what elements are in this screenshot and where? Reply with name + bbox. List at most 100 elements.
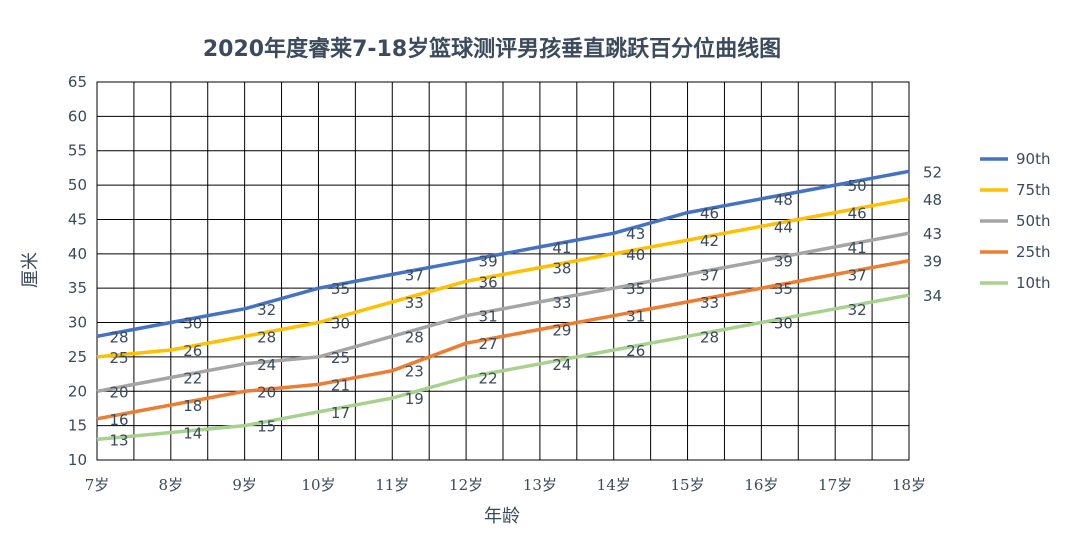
x-tick-label: 11岁 — [375, 476, 409, 494]
y-tick-label: 25 — [68, 348, 87, 366]
data-label: 31 — [479, 308, 498, 326]
data-label: 25 — [331, 349, 350, 367]
data-label: 23 — [405, 363, 424, 381]
data-label: 22 — [183, 370, 202, 388]
data-label: 43 — [626, 225, 645, 243]
legend: 90th 75th 50th 25th 10th — [980, 150, 1050, 292]
data-label: 33 — [552, 294, 571, 312]
y-tick-label: 15 — [68, 417, 87, 435]
data-label: 37 — [848, 266, 867, 284]
legend-label: 90th — [1016, 150, 1050, 168]
data-label: 38 — [552, 260, 571, 278]
data-label: 30 — [183, 315, 202, 333]
data-label: 31 — [626, 308, 645, 326]
series-line-25th — [96, 258, 910, 421]
data-label: 14 — [183, 425, 202, 443]
data-label: 30 — [774, 315, 793, 333]
data-label: 30 — [331, 315, 350, 333]
series-lines — [96, 169, 910, 442]
end-data-label: 39 — [923, 253, 942, 271]
data-label: 18 — [183, 397, 202, 415]
x-axis-title: 年龄 — [484, 506, 520, 527]
x-tick-label: 16岁 — [744, 476, 778, 494]
data-label: 17 — [331, 404, 350, 422]
data-label: 50 — [848, 177, 867, 195]
y-tick-label: 20 — [68, 382, 87, 400]
data-label: 15 — [257, 418, 276, 436]
data-labels: 28 30 32 35 37 39 41 43 46 48 50 25 26 28 30 33 36 38 40 42… — [109, 177, 866, 449]
data-label: 33 — [405, 294, 424, 312]
y-tick-label: 30 — [68, 314, 87, 332]
series-line-50th — [96, 231, 910, 394]
x-axis-ticks: 7岁 8岁 9岁 10岁 11岁 12岁 13岁 14岁 15岁 16岁 17岁 18岁 — [85, 476, 926, 494]
x-tick-label: 7岁 — [85, 476, 110, 494]
data-label: 33 — [700, 294, 719, 312]
legend-label: 50th — [1016, 212, 1050, 230]
y-axis-ticks: 10 15 20 25 30 35 40 45 50 55 60 65 — [68, 73, 87, 469]
data-label: 24 — [552, 356, 571, 374]
data-label: 46 — [848, 205, 867, 223]
y-tick-label: 50 — [68, 176, 87, 194]
y-tick-label: 10 — [68, 451, 87, 469]
data-label: 16 — [109, 411, 128, 429]
x-tick-label: 12岁 — [449, 476, 483, 494]
y-tick-label: 45 — [68, 210, 87, 228]
data-label: 40 — [626, 246, 645, 264]
data-label: 21 — [331, 376, 350, 394]
y-tick-label: 60 — [68, 107, 87, 125]
data-label: 35 — [774, 280, 793, 298]
data-label: 20 — [257, 383, 276, 401]
data-label: 26 — [183, 342, 202, 360]
data-label: 44 — [774, 218, 793, 236]
plot-grid — [96, 81, 910, 461]
data-label: 39 — [479, 253, 498, 271]
data-label: 46 — [700, 205, 719, 223]
data-label: 13 — [109, 431, 128, 449]
data-label: 28 — [109, 328, 128, 346]
data-label: 32 — [257, 301, 276, 319]
data-label: 35 — [626, 280, 645, 298]
data-label: 35 — [331, 280, 350, 298]
series-line-10th — [96, 293, 910, 442]
series-line-75th — [96, 197, 910, 359]
data-label: 39 — [774, 253, 793, 271]
legend-label: 25th — [1016, 243, 1050, 261]
data-label: 37 — [700, 266, 719, 284]
data-label: 48 — [774, 191, 793, 209]
x-tick-label: 8岁 — [159, 476, 184, 494]
data-label: 29 — [552, 321, 571, 339]
end-data-label: 48 — [923, 191, 942, 209]
data-label: 24 — [257, 356, 276, 374]
legend-label: 75th — [1016, 181, 1050, 199]
end-value-labels: 52 48 43 39 34 — [923, 163, 942, 305]
x-tick-label: 17岁 — [818, 476, 852, 494]
data-label: 25 — [109, 349, 128, 367]
end-data-label: 34 — [923, 287, 942, 305]
data-label: 28 — [257, 328, 276, 346]
x-tick-label: 14岁 — [597, 476, 631, 494]
x-tick-label: 10岁 — [301, 476, 335, 494]
data-label: 41 — [552, 239, 571, 257]
x-tick-label: 9岁 — [232, 476, 257, 494]
data-label: 32 — [848, 301, 867, 319]
y-tick-label: 35 — [68, 279, 87, 297]
data-label: 20 — [109, 383, 128, 401]
legend-label: 10th — [1016, 274, 1050, 292]
data-label: 37 — [405, 266, 424, 284]
x-tick-label: 18岁 — [892, 476, 926, 494]
x-tick-label: 13岁 — [523, 476, 557, 494]
y-tick-label: 55 — [68, 142, 87, 160]
data-label: 42 — [700, 232, 719, 250]
data-label: 19 — [405, 390, 424, 408]
data-label: 36 — [479, 273, 498, 291]
end-data-label: 52 — [923, 163, 942, 181]
data-label: 41 — [848, 239, 867, 257]
data-label: 22 — [479, 370, 498, 388]
data-label: 28 — [700, 328, 719, 346]
y-tick-label: 65 — [68, 73, 87, 91]
chart-title: 2020年度睿莱7-18岁篮球测评男孩垂直跳跃百分位曲线图 — [203, 36, 781, 62]
data-label: 27 — [479, 335, 498, 353]
y-axis-title: 厘米 — [20, 252, 41, 288]
data-label: 26 — [626, 342, 645, 360]
